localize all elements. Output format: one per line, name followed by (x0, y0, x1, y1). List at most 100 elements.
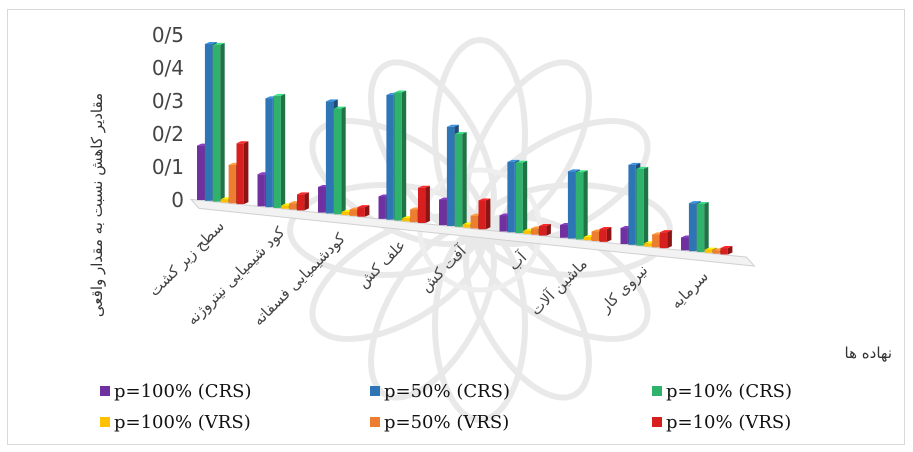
y-tick-label: 0/5 (152, 23, 184, 47)
bar (575, 170, 588, 240)
bar-side (583, 170, 588, 240)
bar-side (643, 166, 649, 246)
bar-side (522, 160, 528, 234)
bar-front (281, 205, 289, 209)
bar (454, 132, 467, 227)
bar (478, 198, 491, 230)
legend-swatch (652, 386, 662, 396)
bar-front (583, 237, 592, 241)
bar (357, 205, 370, 217)
bar-top (660, 230, 672, 233)
bar-front (652, 234, 660, 248)
bar-top (628, 162, 641, 165)
bar-front (257, 174, 265, 207)
bar-top (273, 93, 286, 96)
bar-top (204, 42, 217, 45)
bar-front (402, 218, 410, 222)
bar-side (364, 205, 370, 217)
bar (696, 201, 709, 252)
bar-top (394, 90, 407, 93)
bar-front (478, 200, 486, 230)
bar-top (704, 247, 717, 250)
bar-top (478, 198, 491, 201)
bar-front (575, 172, 584, 240)
bar (297, 192, 309, 211)
bar-top (212, 42, 225, 45)
bar-top (688, 201, 701, 204)
bar (720, 246, 733, 255)
bar-top (515, 160, 528, 163)
bar-front (394, 92, 402, 221)
y-axis-title: مقادیر کاهش نسبت به مقدار واقعی (88, 93, 106, 317)
bar-front (560, 224, 568, 238)
y-tick-label: 0 (171, 188, 184, 212)
bar-front (439, 199, 447, 226)
bar-front (720, 248, 728, 255)
bar-front (228, 164, 236, 204)
bar-top (567, 169, 580, 172)
bar (660, 230, 672, 249)
bar-front (318, 186, 326, 213)
bar-top (236, 141, 249, 144)
bar (418, 185, 430, 223)
y-tick-label: 0/1 (152, 155, 184, 179)
bars-group (197, 42, 733, 255)
bar-front (462, 224, 471, 228)
bar-top (418, 185, 430, 188)
bar-side (304, 192, 309, 211)
bar-front (212, 44, 221, 202)
bar-front (688, 203, 697, 252)
bar-front (410, 209, 418, 223)
legend-item: p=10% (CRS) (652, 381, 792, 402)
bar (515, 160, 528, 234)
bar (539, 223, 551, 236)
bar-side (220, 42, 225, 202)
bar (212, 42, 225, 202)
bar-side (341, 106, 346, 215)
bar-front (681, 237, 689, 251)
bar-front (712, 250, 720, 254)
bar-front (357, 207, 365, 217)
bar-front (696, 203, 705, 252)
legend-label: p=10% (CRS) (666, 381, 792, 402)
bar (273, 93, 286, 208)
bar-front (265, 98, 273, 208)
bar-front (470, 215, 478, 229)
legend-swatch (370, 417, 380, 427)
bar-front (197, 145, 205, 200)
legend-item: p=50% (VRS) (370, 412, 509, 433)
bar-front (273, 95, 281, 208)
legend-label: p=100% (CRS) (114, 381, 252, 402)
bar-front (204, 44, 213, 201)
bar (636, 166, 649, 246)
bar-top (357, 205, 370, 208)
bar-front (378, 196, 386, 219)
bar-front (297, 194, 305, 211)
bar-front (591, 231, 599, 242)
legend-item: p=100% (VRS) (100, 412, 251, 433)
legend-item: p=10% (VRS) (652, 412, 791, 433)
bar-top (696, 201, 709, 204)
bar-front (636, 168, 644, 246)
bar-top (446, 124, 459, 127)
bar-front (620, 228, 628, 245)
bar-side (280, 93, 286, 208)
bar-front (704, 249, 713, 253)
legend-item: p=50% (CRS) (370, 381, 510, 402)
bar-front (454, 134, 463, 227)
bar-top (599, 227, 612, 230)
bar-front (325, 101, 334, 214)
category-label: ماشین آلات (527, 255, 591, 319)
bar-front (539, 225, 547, 236)
category-label: سرمایه (667, 267, 712, 312)
bar-side (462, 132, 467, 227)
bar-front (341, 211, 350, 216)
bar-front (499, 215, 507, 232)
bar (333, 106, 346, 215)
bar-top (325, 99, 338, 102)
bar-front (333, 108, 342, 215)
x-axis-title: نهاده ها (845, 344, 892, 362)
bar (394, 90, 407, 221)
legend-swatch (370, 386, 380, 396)
